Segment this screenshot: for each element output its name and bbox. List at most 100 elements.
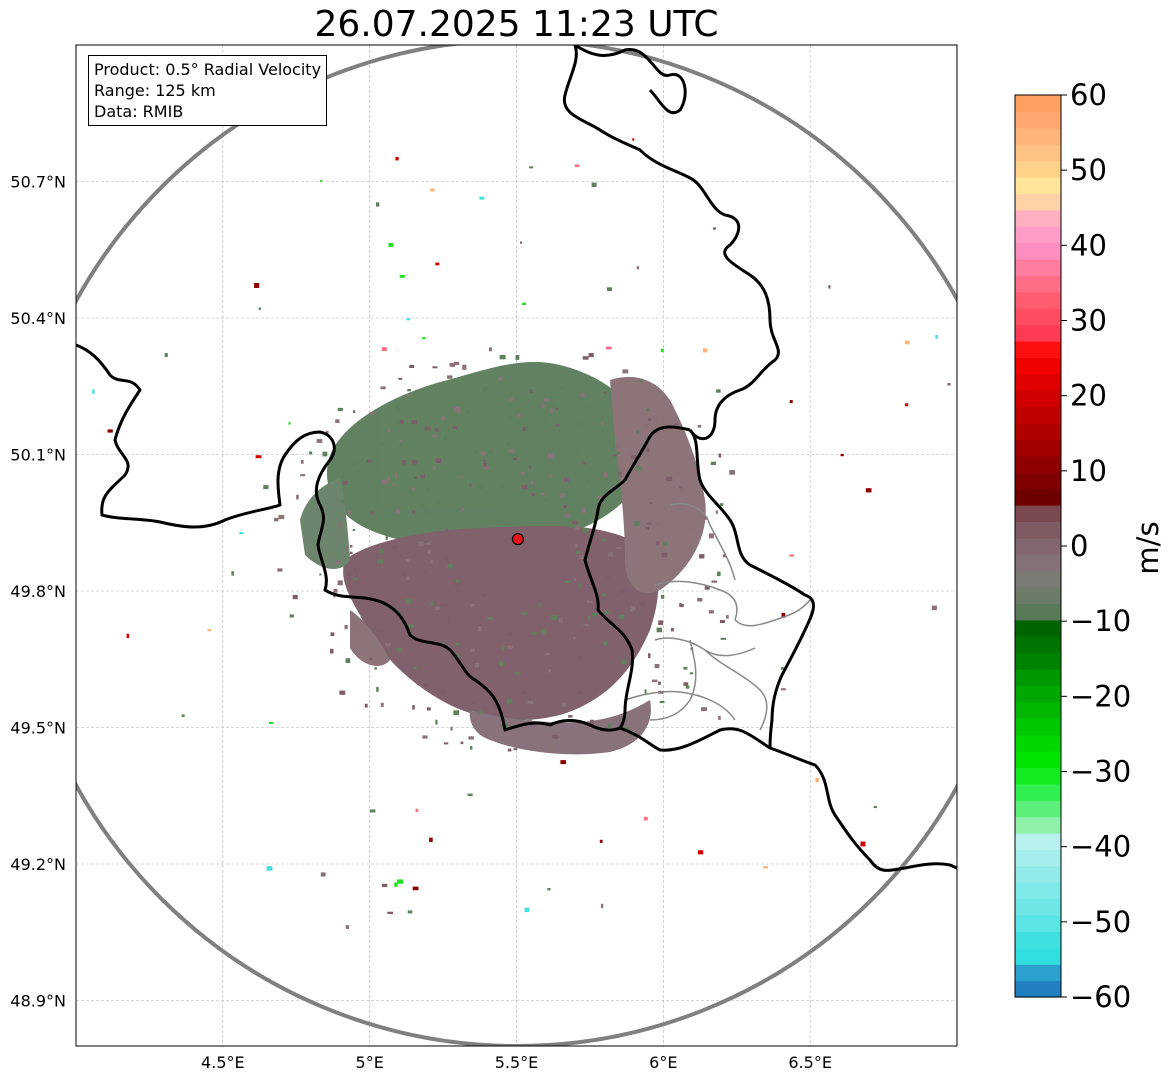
echo-speckle — [543, 398, 550, 402]
colorbar-swatch — [1015, 521, 1061, 539]
echo-speckle — [670, 628, 674, 632]
echo-speckle — [387, 429, 391, 433]
echo-speckle — [369, 657, 372, 660]
echo-speckle — [385, 536, 388, 540]
colorbar-swatch — [1015, 324, 1061, 342]
echo-speckle — [513, 747, 518, 751]
echo-speckle — [585, 403, 590, 408]
echo-speckle — [691, 528, 694, 533]
echo-speckle — [659, 701, 665, 704]
echo-speckle — [344, 624, 348, 630]
colorbar-swatch — [1015, 734, 1061, 752]
colorbar-swatch — [1015, 685, 1061, 703]
echo-speckle — [555, 424, 560, 427]
colorbar-tick-label: 50 — [1070, 153, 1107, 187]
echo-speckle — [562, 702, 566, 707]
echo-speckle — [639, 378, 643, 383]
echo-speckle — [376, 687, 379, 692]
echo-speckle — [430, 601, 434, 606]
echo-speckle — [575, 544, 578, 548]
echo-speckle — [478, 626, 482, 631]
colorbar-tick-label: −60 — [1070, 980, 1131, 1014]
echo-speckle — [544, 498, 548, 502]
echo-speckle — [634, 521, 640, 527]
echo-speckle — [419, 504, 425, 509]
echo-speckle — [382, 883, 388, 888]
echo-speckle — [581, 508, 586, 513]
echo-speckle — [357, 461, 360, 465]
colorbar-swatch — [1015, 701, 1061, 719]
colorbar-swatch — [1015, 275, 1061, 293]
echo-speckle — [661, 552, 668, 558]
echo-speckle — [380, 441, 385, 446]
lat-label: 49.5°N — [10, 719, 66, 738]
echo-speckle — [407, 394, 410, 398]
echo-speckle — [443, 556, 449, 561]
echo-speckle — [377, 559, 383, 564]
border-luxembourg — [583, 425, 815, 749]
echo-speckle — [780, 688, 786, 691]
colorbar-swatch — [1015, 587, 1061, 604]
echo-speckle — [565, 580, 571, 583]
echo-speckle — [266, 866, 273, 871]
echo-speckle — [432, 434, 439, 438]
echo-speckle — [292, 594, 298, 600]
echo-speckle — [656, 627, 663, 633]
echo-speckle — [578, 583, 582, 588]
echo-speckle — [517, 413, 521, 417]
echo-speckle — [397, 879, 404, 884]
echo-speckle — [645, 527, 650, 530]
colorbar-swatch — [1015, 439, 1061, 457]
echo-speckle — [345, 925, 350, 929]
echo-speckle — [603, 641, 608, 646]
echo-speckle — [551, 615, 557, 620]
echo-speckle — [531, 632, 537, 635]
colorbar-swatch — [1015, 652, 1061, 670]
colorbar-swatch — [1015, 226, 1061, 244]
echo-speckle — [630, 605, 636, 611]
echo-speckle — [552, 734, 559, 739]
echo-speckle — [513, 458, 517, 461]
echo-speckle — [715, 510, 718, 514]
colorbar-swatch — [1015, 964, 1061, 982]
echo-speckle — [465, 409, 469, 413]
echo-speckle — [652, 416, 656, 421]
info-range: Range: 125 km — [94, 81, 216, 100]
colorbar-swatch — [1015, 505, 1061, 522]
colorbar-swatch — [1015, 636, 1061, 654]
colorbar-swatch — [1015, 783, 1061, 801]
echo-speckle — [521, 612, 527, 615]
echo-speckle — [615, 547, 622, 550]
echo-speckle — [350, 621, 356, 626]
echo-speckle — [711, 580, 718, 583]
echo-speckle — [352, 460, 356, 465]
lat-label: 49.2°N — [10, 855, 66, 874]
echo-speckle — [710, 461, 717, 465]
echo-speckle — [429, 837, 433, 842]
echo-speckle — [402, 572, 407, 578]
echo-speckle — [507, 748, 512, 752]
echo-speckle — [619, 589, 626, 594]
echo-speckle — [414, 476, 417, 479]
echo-speckle — [406, 580, 410, 586]
echo-speckle — [507, 645, 513, 649]
colorbar-swatch — [1015, 406, 1061, 424]
echo-speckle — [387, 911, 394, 914]
echo-speckle — [406, 318, 411, 321]
echo-speckle — [530, 481, 533, 485]
echo-speckle — [588, 353, 594, 358]
echo-speckle — [679, 603, 682, 607]
echo-speckle — [433, 466, 436, 470]
echo-speckle — [370, 511, 375, 515]
echo-speckle — [583, 462, 586, 465]
echo-speckle — [583, 624, 589, 627]
colorbar-swatch — [1015, 193, 1061, 211]
echo-speckle — [679, 603, 684, 608]
echo-speckle — [366, 459, 372, 463]
echo-speckle — [636, 466, 642, 471]
echo-speckle — [343, 480, 348, 485]
echo-speckle — [591, 182, 597, 187]
echo-speckle — [585, 480, 591, 484]
echo-speckle — [642, 533, 645, 537]
echo-speckle — [435, 262, 440, 266]
